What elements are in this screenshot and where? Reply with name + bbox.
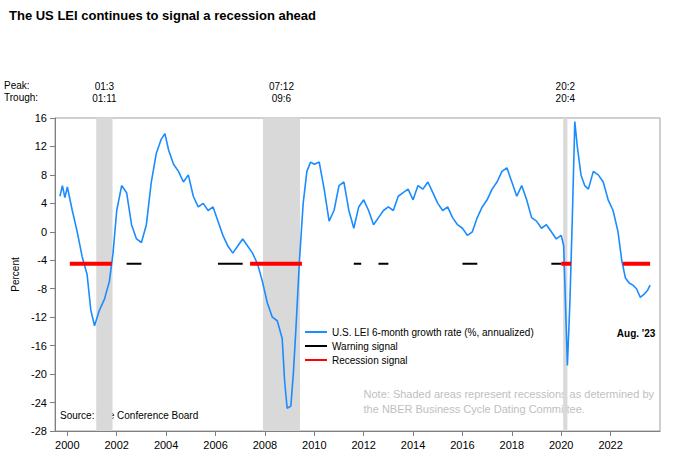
svg-text:Source: The Conference Board: Source: The Conference Board (60, 410, 198, 421)
svg-text:Percent: Percent (10, 257, 21, 292)
svg-text:2008: 2008 (253, 439, 277, 451)
svg-text:20:2: 20:2 (556, 81, 576, 92)
svg-text:Recession signal: Recession signal (332, 355, 408, 366)
svg-text:2020: 2020 (549, 439, 573, 451)
svg-text:U.S. LEI 6-month growth rate (: U.S. LEI 6-month growth rate (%, annuali… (332, 327, 534, 338)
svg-text:-20: -20 (31, 368, 47, 380)
svg-text:the NBER Business Cycle Dating: the NBER Business Cycle Dating Committee… (364, 403, 585, 415)
svg-text:-28: -28 (31, 425, 47, 437)
svg-text:2004: 2004 (154, 439, 178, 451)
svg-text:-12: -12 (31, 311, 47, 323)
svg-text:2010: 2010 (302, 439, 326, 451)
svg-text:Peak:: Peak: (4, 80, 30, 91)
svg-text:Aug. '23: Aug. '23 (617, 328, 656, 339)
svg-text:2022: 2022 (598, 439, 622, 451)
svg-text:01:3: 01:3 (95, 81, 115, 92)
svg-text:2006: 2006 (203, 439, 227, 451)
svg-text:2002: 2002 (104, 439, 128, 451)
svg-text:07:12: 07:12 (269, 81, 294, 92)
svg-text:12: 12 (35, 140, 47, 152)
svg-text:16: 16 (35, 112, 47, 124)
svg-text:Warning signal: Warning signal (332, 341, 398, 352)
svg-text:0: 0 (41, 226, 47, 238)
svg-text:2018: 2018 (500, 439, 524, 451)
svg-text:09:6: 09:6 (272, 93, 292, 104)
svg-text:01:11: 01:11 (92, 93, 117, 104)
svg-text:2000: 2000 (55, 439, 79, 451)
svg-text:Trough:: Trough: (4, 92, 38, 103)
svg-text:The US LEI continues to signal: The US LEI continues to signal a recessi… (9, 8, 316, 23)
svg-text:2014: 2014 (401, 439, 425, 451)
svg-text:Note: Shaded areas represent r: Note: Shaded areas represent recessions … (364, 388, 655, 400)
svg-text:8: 8 (41, 169, 47, 181)
svg-text:2016: 2016 (450, 439, 474, 451)
svg-text:-24: -24 (31, 397, 47, 409)
svg-text:4: 4 (41, 197, 47, 209)
svg-text:-8: -8 (37, 283, 47, 295)
svg-text:-16: -16 (31, 340, 47, 352)
svg-text:-4: -4 (37, 254, 47, 266)
svg-text:20:4: 20:4 (556, 93, 576, 104)
svg-text:2012: 2012 (351, 439, 375, 451)
